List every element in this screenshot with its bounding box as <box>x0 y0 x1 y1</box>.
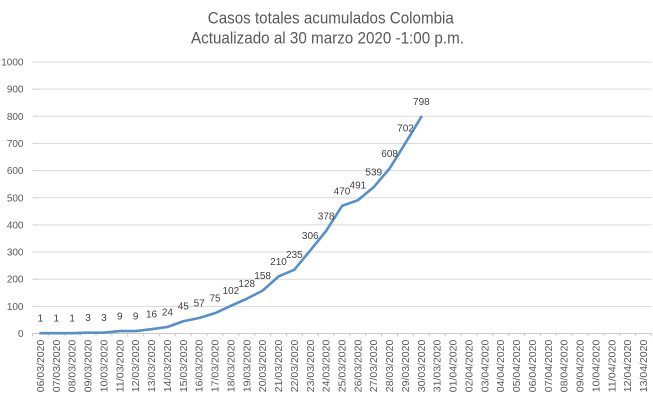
svg-text:06/04/2020: 06/04/2020 <box>527 340 539 393</box>
svg-text:Casos totales acumulados Colom: Casos totales acumulados Colombia <box>208 9 455 27</box>
svg-text:13/03/2020: 13/03/2020 <box>146 340 158 393</box>
svg-text:12/04/2020: 12/04/2020 <box>622 340 634 393</box>
svg-text:28/03/2020: 28/03/2020 <box>384 340 396 393</box>
svg-text:306: 306 <box>302 231 319 242</box>
svg-text:12/03/2020: 12/03/2020 <box>130 340 142 393</box>
svg-text:09/03/2020: 09/03/2020 <box>83 340 95 393</box>
svg-text:800: 800 <box>7 112 24 123</box>
svg-text:500: 500 <box>7 193 24 204</box>
svg-text:24: 24 <box>162 307 174 318</box>
svg-text:9: 9 <box>117 311 123 322</box>
svg-text:1: 1 <box>69 314 75 325</box>
svg-text:08/03/2020: 08/03/2020 <box>67 340 79 393</box>
svg-text:1: 1 <box>38 314 44 325</box>
svg-text:31/03/2020: 31/03/2020 <box>432 340 444 393</box>
svg-text:210: 210 <box>270 257 287 268</box>
svg-text:45: 45 <box>178 302 190 313</box>
svg-text:10/03/2020: 10/03/2020 <box>98 340 110 393</box>
svg-text:102: 102 <box>223 286 240 297</box>
svg-text:22/03/2020: 22/03/2020 <box>289 340 301 393</box>
svg-text:05/04/2020: 05/04/2020 <box>511 340 523 393</box>
svg-text:06/03/2020: 06/03/2020 <box>35 340 47 393</box>
svg-text:9: 9 <box>133 311 139 322</box>
svg-text:75: 75 <box>209 294 221 305</box>
svg-text:57: 57 <box>194 298 206 309</box>
svg-text:17/03/2020: 17/03/2020 <box>210 340 222 393</box>
svg-text:20/03/2020: 20/03/2020 <box>257 340 269 393</box>
svg-text:11/04/2020: 11/04/2020 <box>606 340 618 393</box>
svg-text:23/03/2020: 23/03/2020 <box>305 340 317 393</box>
svg-text:3: 3 <box>101 313 107 324</box>
svg-text:702: 702 <box>397 123 414 134</box>
svg-text:08/04/2020: 08/04/2020 <box>559 340 571 393</box>
svg-text:608: 608 <box>381 149 398 160</box>
svg-text:07/04/2020: 07/04/2020 <box>543 340 555 393</box>
svg-text:16/03/2020: 16/03/2020 <box>194 340 206 393</box>
svg-text:470: 470 <box>334 186 351 197</box>
svg-text:491: 491 <box>350 181 367 192</box>
svg-text:27/03/2020: 27/03/2020 <box>368 340 380 393</box>
svg-text:15/03/2020: 15/03/2020 <box>178 340 190 393</box>
svg-text:07/03/2020: 07/03/2020 <box>51 340 63 393</box>
svg-text:128: 128 <box>238 279 255 290</box>
svg-text:11/03/2020: 11/03/2020 <box>114 340 126 393</box>
svg-text:539: 539 <box>365 168 382 179</box>
svg-text:30/03/2020: 30/03/2020 <box>416 340 428 393</box>
svg-text:0: 0 <box>18 329 24 340</box>
svg-text:235: 235 <box>286 250 303 261</box>
svg-text:21/03/2020: 21/03/2020 <box>273 340 285 393</box>
svg-text:09/04/2020: 09/04/2020 <box>575 340 587 393</box>
svg-text:01/04/2020: 01/04/2020 <box>448 340 460 393</box>
svg-text:600: 600 <box>7 166 24 177</box>
svg-text:Actualizado al 30 marzo 2020 -: Actualizado al 30 marzo 2020 -1:00 p.m. <box>191 29 464 47</box>
svg-text:1: 1 <box>54 314 60 325</box>
svg-text:900: 900 <box>7 85 24 96</box>
svg-text:400: 400 <box>7 220 24 231</box>
svg-text:1000: 1000 <box>1 58 24 69</box>
svg-text:200: 200 <box>7 275 24 286</box>
svg-text:26/03/2020: 26/03/2020 <box>352 340 364 393</box>
svg-text:700: 700 <box>7 139 24 150</box>
svg-text:18/03/2020: 18/03/2020 <box>225 340 237 393</box>
svg-text:3: 3 <box>85 313 91 324</box>
svg-text:378: 378 <box>318 211 335 222</box>
svg-text:300: 300 <box>7 248 24 259</box>
svg-text:29/03/2020: 29/03/2020 <box>400 340 412 393</box>
svg-text:25/03/2020: 25/03/2020 <box>337 340 349 393</box>
svg-text:03/04/2020: 03/04/2020 <box>479 340 491 393</box>
svg-text:19/03/2020: 19/03/2020 <box>241 340 253 393</box>
svg-text:04/04/2020: 04/04/2020 <box>495 340 507 393</box>
svg-text:13/04/2020: 13/04/2020 <box>638 340 650 393</box>
svg-text:24/03/2020: 24/03/2020 <box>321 340 333 393</box>
svg-text:100: 100 <box>7 302 24 313</box>
svg-text:10/04/2020: 10/04/2020 <box>590 340 602 393</box>
svg-text:798: 798 <box>413 97 430 108</box>
svg-text:16: 16 <box>146 310 158 321</box>
svg-text:158: 158 <box>254 271 271 282</box>
svg-text:14/03/2020: 14/03/2020 <box>162 340 174 393</box>
svg-text:02/04/2020: 02/04/2020 <box>463 340 475 393</box>
